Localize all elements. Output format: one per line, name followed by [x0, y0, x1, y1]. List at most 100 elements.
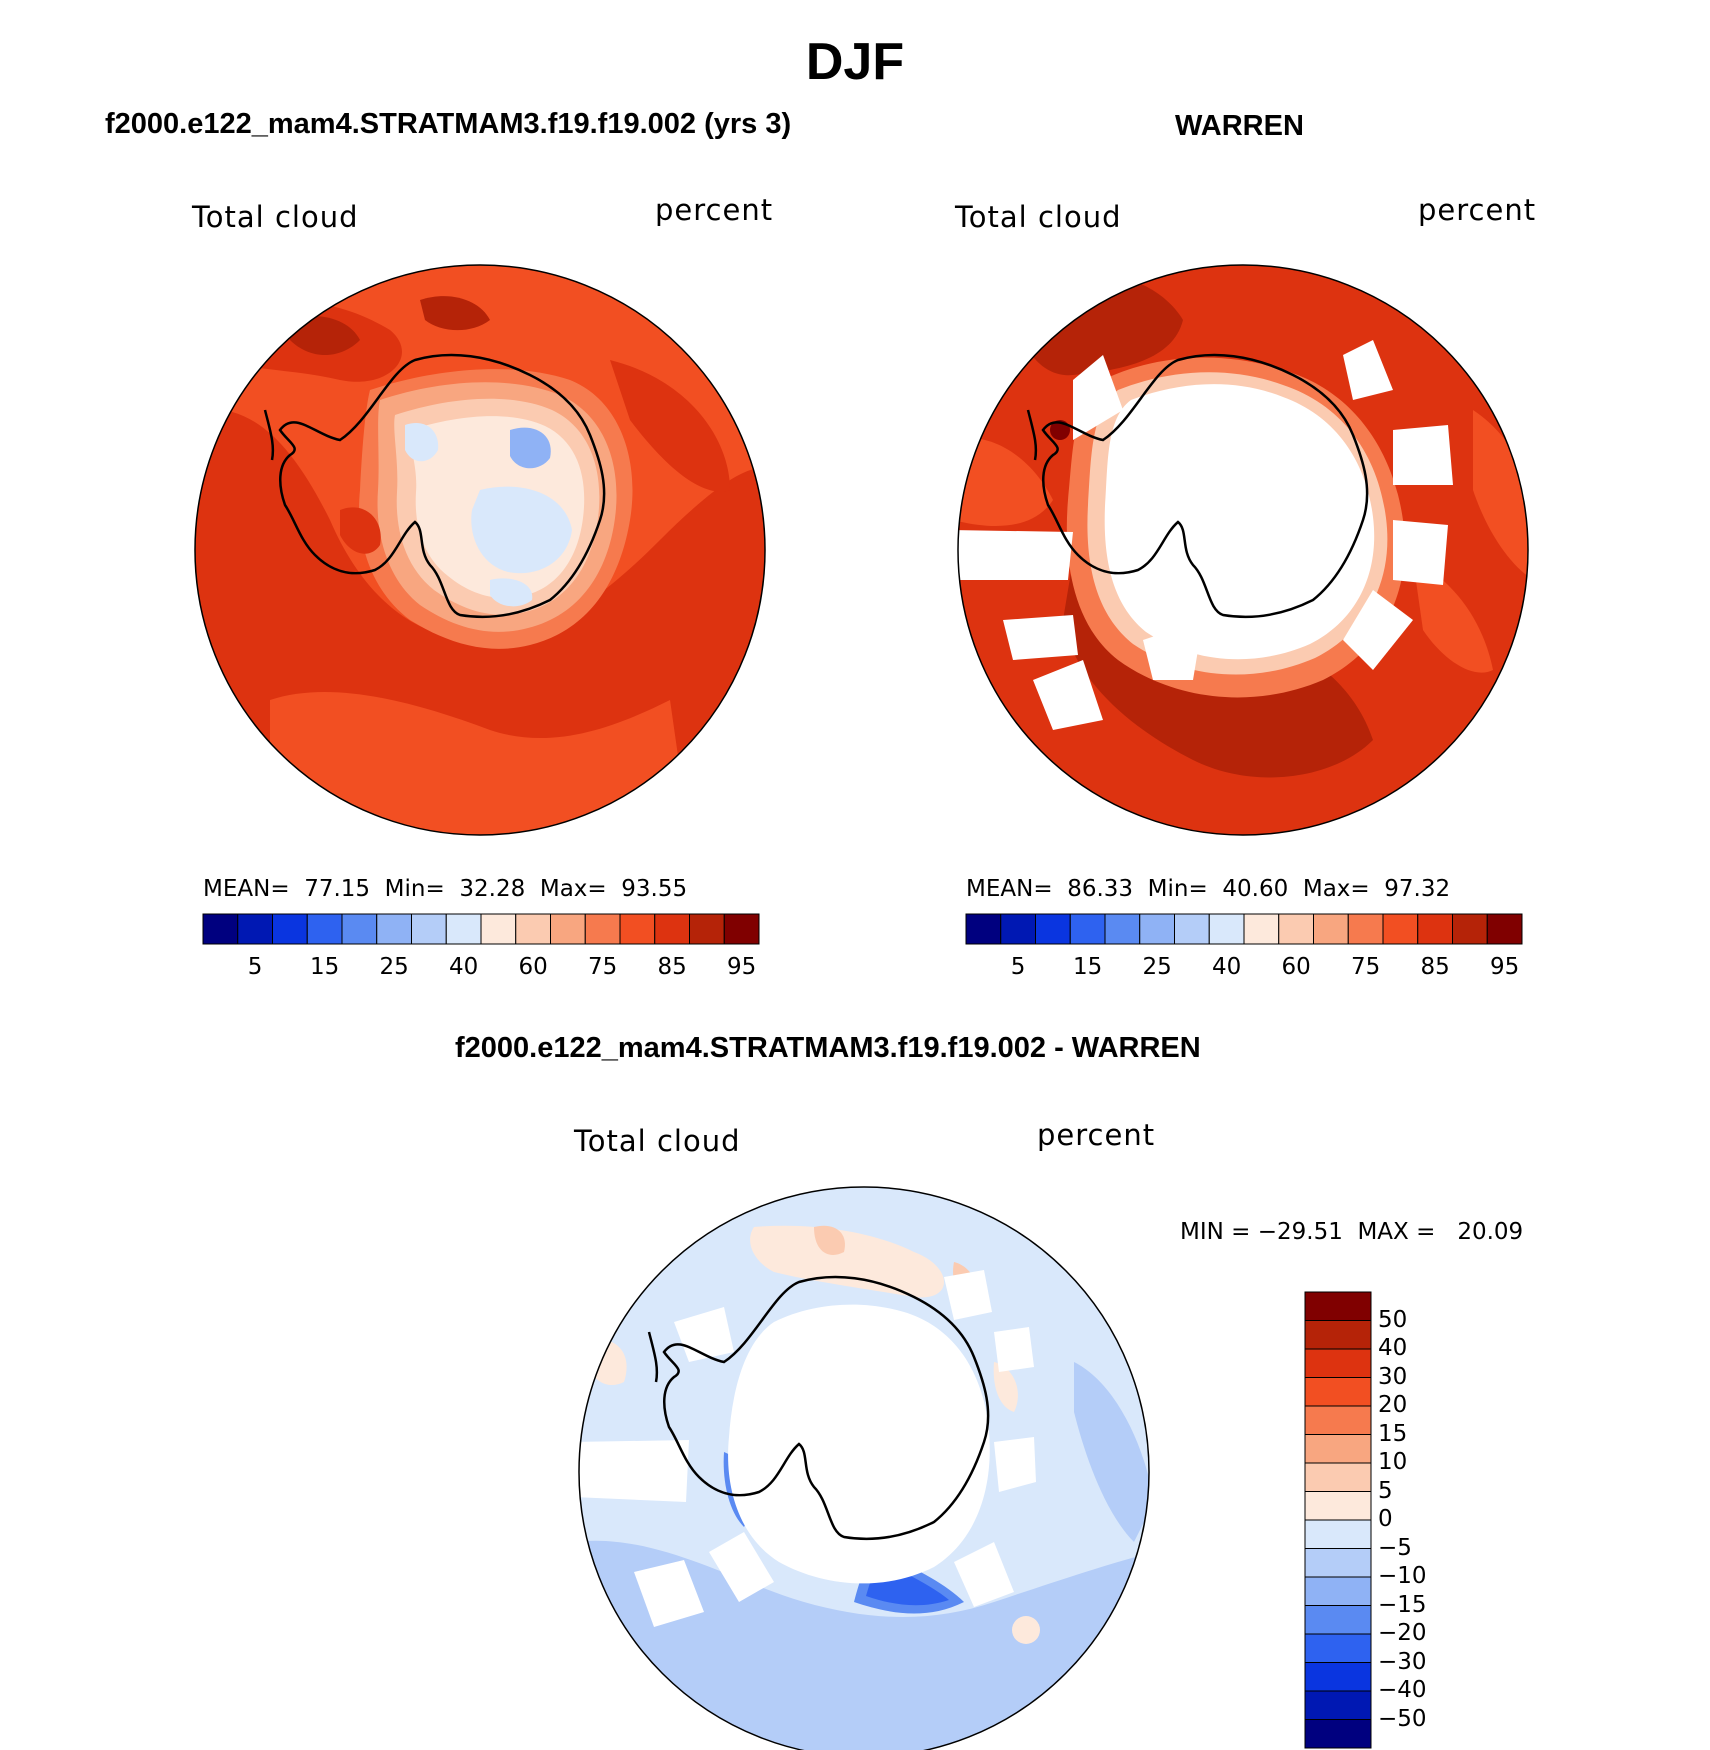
panel2-stats: MEAN= 86.33 Min= 40.60 Max= 97.32 [966, 876, 1451, 902]
colorbar-swatch [1174, 913, 1210, 945]
colorbar-tick-label: 75 [587, 954, 618, 980]
colorbar-swatch [619, 913, 656, 945]
colorbar-tick-label: −15 [1378, 1591, 1427, 1618]
panel3-map [578, 1186, 1150, 1750]
colorbar-swatch [237, 913, 273, 945]
colorbar-tick-label: −30 [1378, 1648, 1427, 1675]
panel2-heading: WARREN [1175, 110, 1304, 142]
panel3-variable-label: Total cloud [574, 1124, 741, 1158]
colorbar-tick-label: 75 [1350, 954, 1381, 980]
colorbar-tick-label: −20 [1378, 1620, 1427, 1646]
colorbar-tick-label: 5 [247, 954, 263, 980]
panel1-colorbar [202, 913, 760, 945]
panel2-units-label: percent [1418, 193, 1537, 227]
colorbar-swatch [1069, 913, 1106, 945]
colorbar-tick-label: 15 [1378, 1420, 1408, 1447]
colorbar-swatch [445, 913, 482, 945]
panel1-variable-label: Total cloud [192, 200, 359, 234]
colorbar-tick-label: −40 [1378, 1677, 1427, 1703]
colorbar-swatch [1035, 913, 1071, 945]
colorbar-swatch [376, 913, 412, 945]
colorbar-swatch [1304, 1348, 1372, 1378]
colorbar-tick-label: 40 [1378, 1335, 1408, 1361]
colorbar-swatch [1304, 1605, 1372, 1635]
colorbar-tick-label: 10 [1378, 1449, 1408, 1475]
colorbar-swatch [1304, 1519, 1372, 1549]
colorbar-tick-label: −5 [1378, 1534, 1412, 1561]
colorbar-tick-label: 20 [1378, 1392, 1408, 1418]
colorbar-tick-label: −50 [1378, 1705, 1427, 1732]
panel3-stats: MIN = −29.51 MAX = 20.09 [1180, 1219, 1524, 1245]
colorbar-swatch [1304, 1690, 1372, 1720]
colorbar-swatch [1104, 913, 1141, 945]
colorbar-swatch [1382, 913, 1419, 945]
colorbar-tick-label: 60 [518, 954, 548, 980]
colorbar-tick-label: 15 [309, 954, 340, 980]
colorbar-tick-label: 5 [1378, 1477, 1393, 1504]
colorbar-swatch [1304, 1576, 1372, 1606]
panel3-units-label: percent [1037, 1118, 1156, 1152]
colorbar-swatch [723, 913, 760, 945]
colorbar-swatch [1304, 1405, 1372, 1435]
colorbar-tick-label: 95 [1489, 954, 1520, 980]
colorbar-swatch [1304, 1434, 1372, 1464]
colorbar-swatch [1139, 913, 1175, 945]
colorbar-swatch [1417, 913, 1453, 945]
colorbar-swatch [584, 913, 621, 945]
colorbar-swatch [480, 913, 517, 945]
colorbar-swatch [515, 913, 551, 945]
colorbar-tick-label: 0 [1378, 1506, 1393, 1532]
colorbar-tick-label: 95 [726, 954, 757, 980]
colorbar-tick-label: 85 [1420, 954, 1450, 980]
colorbar-tick-label: 85 [657, 954, 687, 980]
panel3-colorbar [1304, 1291, 1372, 1749]
colorbar-tick-label: 60 [1281, 954, 1311, 980]
panel1-map [194, 264, 766, 836]
colorbar-tick-label: −10 [1378, 1563, 1427, 1589]
colorbar-swatch [965, 913, 1002, 945]
panel1-stats: MEAN= 77.15 Min= 32.28 Max= 93.55 [203, 876, 688, 902]
colorbar-swatch [689, 913, 725, 945]
colorbar-tick-label: 30 [1378, 1363, 1408, 1390]
panel3-heading: f2000.e122_mam4.STRATMAM3.f19.f19.002 - … [455, 1032, 1201, 1064]
colorbar-swatch [202, 913, 239, 945]
colorbar-swatch [1304, 1548, 1372, 1578]
colorbar-tick-label: 40 [1211, 954, 1242, 980]
colorbar-tick-label: 25 [1142, 954, 1172, 980]
panel3-colorbar-ticks: 50 40 30 20 15 10 5 0 −5 −10 −15 −20 −30 −40 −50 [1378, 1292, 1468, 1748]
colorbar-swatch [654, 913, 690, 945]
colorbar-swatch [1347, 913, 1384, 945]
colorbar-swatch [1304, 1291, 1372, 1321]
colorbar-swatch [1243, 913, 1280, 945]
colorbar-tick-label: 15 [1072, 954, 1103, 980]
colorbar-swatch [1304, 1491, 1372, 1521]
colorbar-swatch [1000, 913, 1036, 945]
colorbar-swatch [1304, 1377, 1372, 1407]
panel2-variable-label: Total cloud [955, 200, 1122, 234]
colorbar-swatch [272, 913, 308, 945]
colorbar-swatch [1313, 913, 1349, 945]
main-title: DJF [805, 33, 905, 91]
panel1-units-label: percent [655, 193, 774, 227]
colorbar-swatch [1304, 1719, 1372, 1749]
colorbar-swatch [1304, 1662, 1372, 1692]
colorbar-swatch [306, 913, 343, 945]
colorbar-swatch [1208, 913, 1245, 945]
panel2-map [957, 264, 1529, 836]
colorbar-tick-label: 5 [1010, 954, 1026, 980]
panel1-heading: f2000.e122_mam4.STRATMAM3.f19.f19.002 (y… [105, 108, 792, 140]
colorbar-swatch [1304, 1462, 1372, 1492]
colorbar-tick-label: 40 [448, 954, 479, 980]
colorbar-swatch [1304, 1633, 1372, 1663]
panel1-colorbar-ticks: 5 15 25 40 60 75 85 95 [203, 954, 759, 984]
panel2-colorbar [965, 913, 1523, 945]
colorbar-swatch [341, 913, 378, 945]
colorbar-swatch [1278, 913, 1314, 945]
colorbar-swatch [1486, 913, 1523, 945]
colorbar-swatch [1452, 913, 1488, 945]
panel2-colorbar-ticks: 5 15 25 40 60 75 85 95 [966, 954, 1522, 984]
colorbar-swatch [550, 913, 586, 945]
colorbar-swatch [1304, 1320, 1372, 1350]
colorbar-swatch [411, 913, 447, 945]
colorbar-tick-label: 50 [1378, 1306, 1408, 1333]
